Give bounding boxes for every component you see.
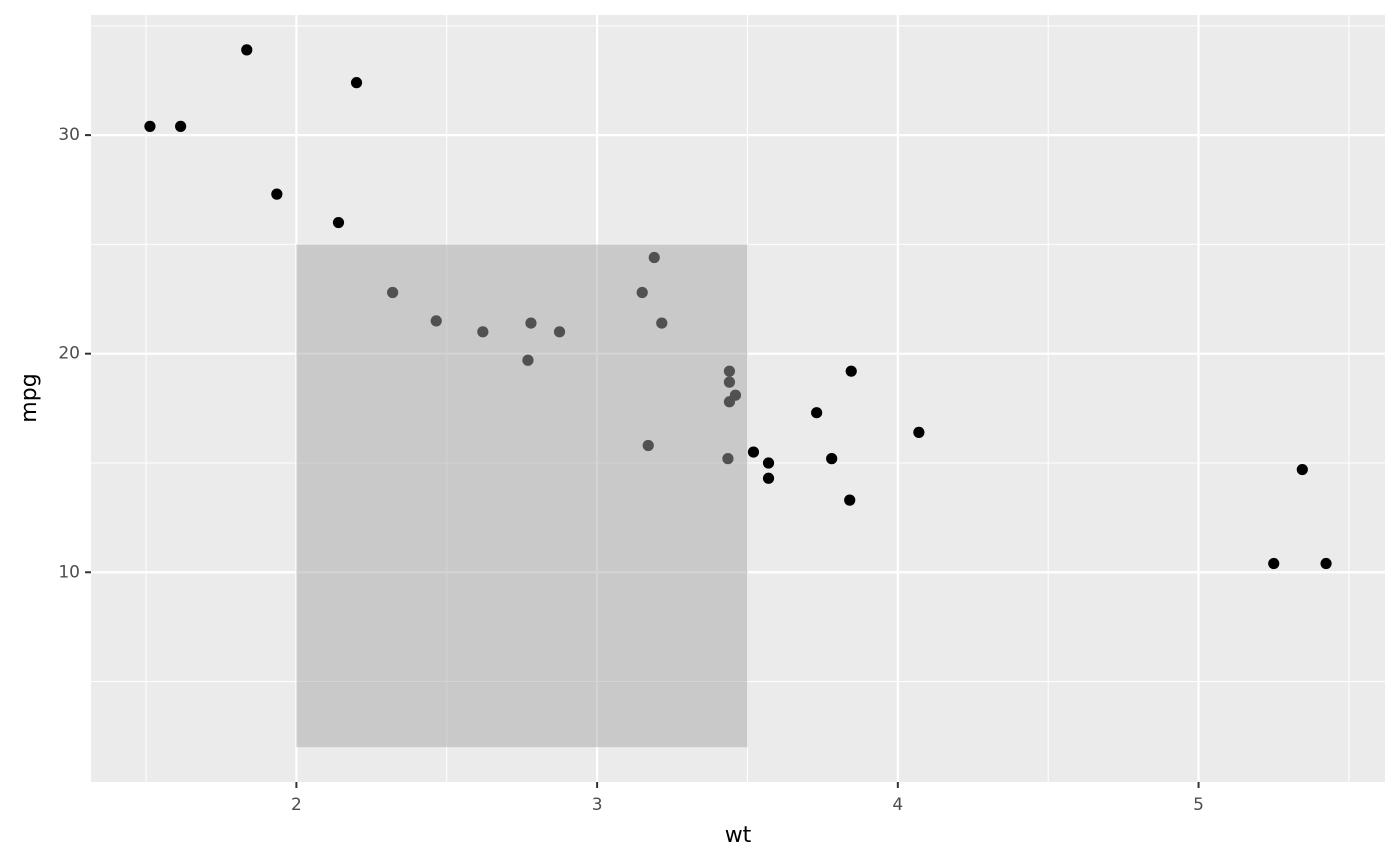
point xyxy=(723,376,736,388)
y-tick-label: 10 xyxy=(58,562,80,582)
point xyxy=(811,407,823,419)
point xyxy=(241,44,253,56)
point xyxy=(1268,557,1280,570)
y-tick-label: 30 xyxy=(58,125,80,145)
point xyxy=(656,317,668,329)
point xyxy=(271,188,283,200)
highlight-rect xyxy=(296,244,748,748)
x-tick-label: 3 xyxy=(592,795,603,815)
point xyxy=(525,317,537,329)
point xyxy=(723,365,736,377)
point xyxy=(332,216,345,229)
point xyxy=(845,365,857,377)
point xyxy=(648,251,660,264)
point xyxy=(553,326,566,338)
point xyxy=(350,77,363,89)
x-axis-label: wt xyxy=(725,823,752,848)
point xyxy=(1296,463,1308,476)
point xyxy=(762,457,775,469)
point xyxy=(826,453,838,465)
point xyxy=(175,120,187,132)
x-tick-label: 4 xyxy=(892,795,903,815)
y-axis-label: mpg xyxy=(17,373,42,422)
point xyxy=(636,286,648,299)
point xyxy=(477,326,489,338)
point xyxy=(522,354,534,366)
x-tick-label: 5 xyxy=(1193,795,1204,815)
point xyxy=(1320,557,1332,570)
point xyxy=(844,494,856,506)
point xyxy=(747,446,760,458)
point xyxy=(723,396,736,408)
point xyxy=(430,315,442,327)
x-tick-label: 2 xyxy=(291,795,302,815)
point xyxy=(913,426,925,438)
point xyxy=(762,472,775,484)
point xyxy=(387,286,399,299)
y-tick-label: 20 xyxy=(58,344,80,364)
point xyxy=(722,453,734,465)
point xyxy=(144,120,156,132)
point xyxy=(642,439,654,452)
